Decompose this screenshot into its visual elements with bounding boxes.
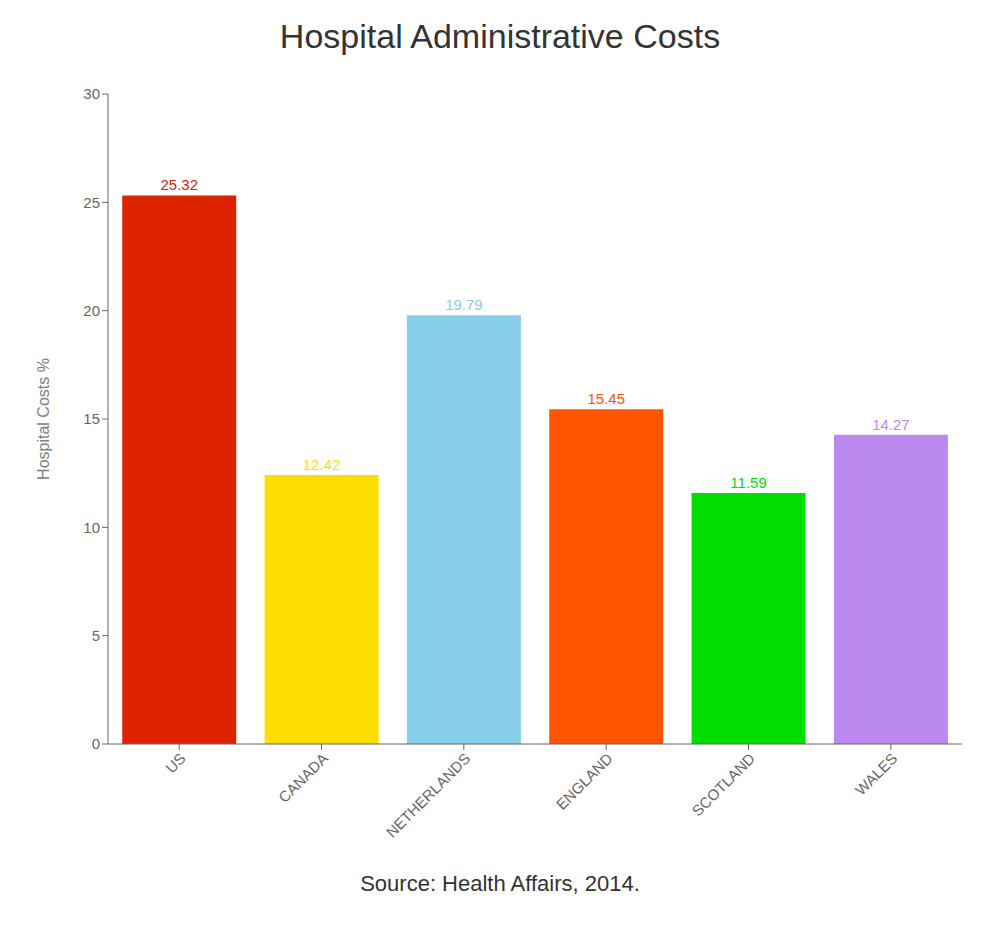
svg-text:SCOTLAND: SCOTLAND: [688, 750, 758, 820]
svg-text:0: 0: [92, 735, 100, 752]
svg-text:30: 30: [83, 85, 100, 102]
html-text:Hospital Administrative Costs: Hospital Administrative Costs: [279, 17, 721, 55]
svg-text:14.27: 14.27: [872, 416, 910, 433]
svg-text:NETHERLANDS: NETHERLANDS: [382, 750, 473, 841]
svg-text:12.42: 12.42: [303, 456, 341, 473]
svg-text:25: 25: [83, 194, 100, 211]
svg-text:20: 20: [83, 302, 100, 319]
svg-text:11.59: 11.59: [730, 474, 766, 491]
svg-text:CANADA: CANADA: [275, 750, 331, 806]
svg-text:ENGLAND: ENGLAND: [553, 750, 616, 813]
svg-text:US: US: [162, 750, 189, 777]
svg-text:WALES: WALES: [852, 750, 901, 799]
html-text:Source: Health Affairs, 2014.: Source: Health Affairs, 2014.: [360, 871, 640, 896]
svg-text:10: 10: [83, 519, 100, 536]
svg-text:Hospital Costs %: Hospital Costs %: [35, 358, 52, 480]
svg-text:15: 15: [83, 410, 100, 427]
svg-text:15.45: 15.45: [587, 390, 625, 407]
svg-text:19.79: 19.79: [445, 296, 483, 313]
svg-text:25.32: 25.32: [160, 176, 198, 193]
svg-text:5: 5: [92, 627, 100, 644]
